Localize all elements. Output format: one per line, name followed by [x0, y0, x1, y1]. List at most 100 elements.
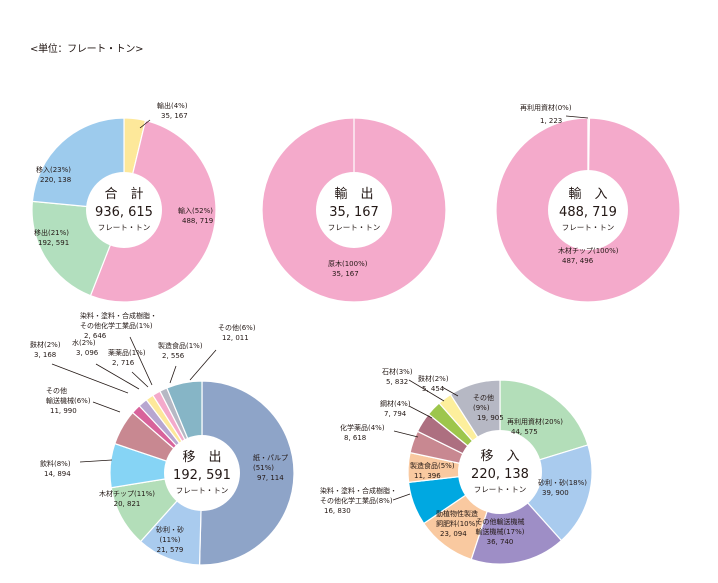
- slice-name-label: 木材チップ(11%): [99, 489, 155, 498]
- slice-value-label: 35, 167: [161, 112, 188, 120]
- center-unit: フレート・トン: [176, 486, 229, 495]
- pie-slice: [198, 380, 295, 566]
- slice-name-label: 化学薬品(4%): [340, 423, 385, 432]
- slice-name-label: その他化学工業品(1%): [80, 321, 153, 330]
- slice-name-label: 輸送機械(6%): [46, 396, 91, 405]
- slice-value-label: 36, 740: [487, 538, 514, 546]
- slice-name-label: 砂利・砂(18%): [538, 478, 587, 487]
- slice-name-label: (9%): [473, 404, 490, 412]
- slice-name-label: 飼肥料(10%): [436, 519, 478, 528]
- slice-name-label: 輸送機械(17%): [475, 527, 524, 536]
- slice-value-label: 14, 894: [44, 470, 71, 478]
- leader-line: [95, 363, 140, 390]
- slice-name-label: 製造食品(5%): [410, 461, 455, 470]
- slice-name-label: 輸入(52%): [178, 206, 213, 215]
- slice-name-label: 動植物性製造: [436, 509, 478, 518]
- leader-line: [189, 349, 217, 381]
- slice-value-label: 5, 454: [422, 385, 445, 393]
- slice-value-label: 16, 830: [324, 507, 351, 515]
- slice-value-label: 2, 646: [84, 332, 107, 340]
- slice-name-label: 輸出(4%): [157, 101, 188, 110]
- slice-name-label: 移出(21%): [34, 228, 69, 237]
- leader-line: [139, 119, 151, 129]
- slice-value-label: 21, 579: [157, 546, 184, 554]
- slice-name-label: 水(2%): [72, 338, 96, 347]
- slice-name-label: 移入(23%): [36, 165, 71, 174]
- slice-name-label: 鋼材(4%): [380, 399, 411, 408]
- slice-name-label: その他化学工業品(8%): [320, 496, 393, 505]
- center-value: 192, 591: [173, 468, 231, 483]
- slice-value-label: 487, 496: [562, 257, 594, 265]
- center-value: 35, 167: [329, 205, 379, 220]
- center-hole: [458, 430, 542, 514]
- slice-name-label: (11%): [159, 536, 180, 544]
- leader-line: [393, 430, 419, 438]
- slice-name-label: 製造食品(1%): [158, 341, 203, 350]
- leader-line: [131, 371, 149, 388]
- slice-value-label: 97, 114: [257, 474, 284, 482]
- leader-line: [565, 115, 589, 119]
- slice-value-label: 39, 900: [542, 489, 569, 497]
- center-title: 合 計: [104, 186, 143, 202]
- leader-line: [169, 365, 177, 384]
- leader-line: [129, 336, 153, 386]
- unit-label: <単位：フレート・トン>: [30, 44, 144, 55]
- slice-value-label: 220, 138: [40, 176, 71, 184]
- slice-name-label: 飲料(8%): [40, 459, 71, 468]
- slice-value-label: 44, 575: [511, 428, 538, 436]
- center-unit: フレート・トン: [562, 223, 615, 232]
- center-hole: [316, 172, 392, 248]
- leader-line: [51, 363, 129, 394]
- slice-name-label: 染料・塗料・合成樹脂・: [80, 311, 157, 320]
- pie-chart-4: 移 出 192, 591 フレート・トン 紙・パルプ (51%) 97, 114 砂利・砂 (…: [30, 311, 295, 566]
- leader-line: [408, 405, 433, 419]
- slice-value-label: 1, 223: [540, 117, 562, 125]
- center-unit: フレート・トン: [98, 223, 151, 232]
- slice-name-label: 原木(100%): [328, 259, 368, 268]
- slice-value-label: 7, 794: [384, 410, 407, 418]
- slice-value-label: 192, 591: [38, 239, 69, 247]
- center-title: 輸 入: [568, 187, 607, 202]
- slice-value-label: 23, 094: [440, 530, 467, 538]
- center-title: 輸 出: [334, 187, 373, 202]
- pie-chart-1: 合 計 936, 615 フレート・トン 輸出(4%) 35, 167 輸入(52%) 48…: [31, 101, 217, 303]
- center-unit: フレート・トン: [474, 485, 527, 494]
- slice-value-label: 3, 096: [76, 349, 99, 357]
- slice-value-label: 19, 905: [477, 414, 504, 422]
- center-value: 220, 138: [471, 467, 529, 482]
- leader-line: [79, 459, 113, 463]
- slice-name-label: 砂利・砂: [156, 525, 184, 534]
- center-value: 488, 719: [559, 205, 617, 220]
- leader-line: [392, 493, 411, 501]
- slice-name-label: 石材(3%): [382, 367, 413, 376]
- center-title: 移 出: [182, 450, 221, 465]
- slice-value-label: 35, 167: [332, 270, 359, 278]
- slice-value-label: 20, 821: [114, 500, 141, 508]
- slice-value-label: 12, 011: [222, 334, 249, 342]
- slice-name-label: 薬薬品(1%): [108, 348, 146, 357]
- center-unit: フレート・トン: [328, 223, 381, 232]
- slice-name-label: その他: [46, 386, 67, 395]
- center-title: 移 入: [480, 449, 519, 464]
- slice-value-label: 5, 832: [386, 378, 408, 386]
- slice-name-label: その他輸送機械: [476, 517, 525, 526]
- pie-chart-3: 輸 入 488, 719 フレート・トン 再利用資材(0%) 1, 223 木材チップ(1…: [495, 103, 681, 303]
- slice-value-label: 3, 168: [34, 351, 56, 359]
- slice-value-label: 488, 719: [182, 217, 213, 225]
- slice-value-label: 11, 396: [414, 472, 441, 480]
- slice-name-label: その他: [473, 393, 494, 402]
- slice-name-label: 紙・パルプ: [253, 453, 288, 462]
- slice-name-label: 麩材(2%): [30, 340, 61, 349]
- slice-name-label: 染料・塗料・合成樹脂・: [320, 486, 397, 495]
- slice-value-label: 11, 990: [50, 407, 77, 415]
- slice-name-label: 麩材(2%): [418, 374, 449, 383]
- slice-value-label: 2, 716: [112, 359, 135, 367]
- slice-name-label: 木材チップ(100%): [558, 246, 619, 255]
- slice-value-label: 2, 556: [162, 352, 185, 360]
- leader-line: [408, 379, 445, 402]
- pie-chart-5: 移 入 220, 138 フレート・トン 再利用資材(20%) 44, 575 砂利・砂(…: [320, 367, 593, 565]
- center-hole: [86, 172, 162, 248]
- slice-name-label: (51%): [253, 464, 274, 472]
